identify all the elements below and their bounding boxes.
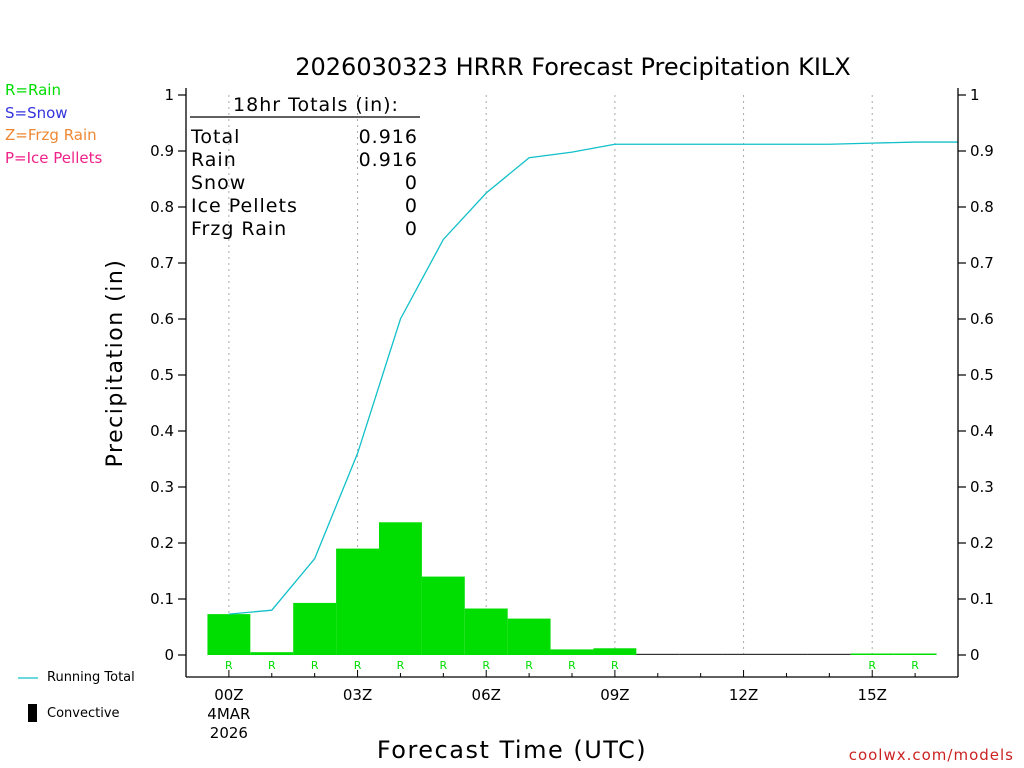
y-tick-label-right: 0 xyxy=(970,646,980,664)
precip-bar xyxy=(507,618,551,655)
y-tick-label-left: 0.4 xyxy=(150,422,174,440)
y-axis-label: Precipitation (in) xyxy=(103,259,128,468)
y-tick-label-left: 0.6 xyxy=(150,310,174,328)
y-tick-label-left: 0.5 xyxy=(150,366,174,384)
precip-bar xyxy=(550,649,594,655)
ptype-marker: R xyxy=(611,659,619,672)
grid-lines xyxy=(228,95,873,655)
precip-bar xyxy=(850,653,894,655)
precip-bar xyxy=(207,614,251,655)
precip-bar xyxy=(765,653,808,655)
precip-bar xyxy=(893,653,937,655)
y-tick-label-left: 0.9 xyxy=(150,142,174,160)
ptype-marker: R xyxy=(354,659,362,672)
totals-value: 0 xyxy=(405,195,418,217)
totals-value: 0.916 xyxy=(359,126,418,148)
precip-bar xyxy=(464,608,508,655)
running-total-series xyxy=(228,141,958,615)
totals-label: Rain xyxy=(191,149,237,171)
ptype-marker: R xyxy=(397,659,405,672)
ptype-marker: R xyxy=(311,659,319,672)
y-tick-label-left: 0.7 xyxy=(150,254,174,272)
y-tick-label-right: 0.1 xyxy=(970,590,994,608)
chart-title: 2026030323 HRRR Forecast Precipitation K… xyxy=(295,53,850,81)
y-tick-label-left: 1 xyxy=(164,86,174,104)
ptype-marker: R xyxy=(225,659,233,672)
y-tick-label-right: 0.2 xyxy=(970,534,994,552)
ptype-marker: R xyxy=(868,659,876,672)
y-tick-label-left: 0.8 xyxy=(150,198,174,216)
totals-label: Ice Pellets xyxy=(191,195,298,217)
hourly-bars xyxy=(207,522,937,655)
precip-bar xyxy=(636,653,680,655)
precip-bar xyxy=(421,576,465,655)
ptype-legend-rain: R=Rain xyxy=(5,81,61,99)
precip-bar xyxy=(336,548,379,655)
y-tick-label-right: 0.6 xyxy=(970,310,994,328)
totals-value: 0 xyxy=(405,172,418,194)
ptype-legend-ice-pellets: P=Ice Pellets xyxy=(5,149,103,167)
precip-bar xyxy=(722,653,765,655)
y-tick-label-left: 0 xyxy=(164,646,174,664)
totals-box: 18hr Totals (in): Total 0.916 Rain 0.916 Snow… xyxy=(190,94,420,240)
totals-heading: 18hr Totals (in): xyxy=(233,94,399,116)
y-tick-label-left: 0.1 xyxy=(150,590,174,608)
x-tick-label: 00Z xyxy=(214,686,243,704)
precip-bar xyxy=(593,648,637,655)
y-tick-label-right: 1 xyxy=(970,86,980,104)
y-tick-label-right: 0.4 xyxy=(970,422,994,440)
precip-bar xyxy=(250,652,294,655)
x-tick-label: 06Z xyxy=(472,686,501,704)
x-tick-label: 15Z xyxy=(858,686,887,704)
y-tick-label-right: 0.7 xyxy=(970,254,994,272)
x-tick-label: 03Z xyxy=(343,686,372,704)
y-tick-label-left: 0.2 xyxy=(150,534,174,552)
ptype-marker: R xyxy=(482,659,490,672)
totals-label: Total xyxy=(190,126,240,148)
ptype-legend-frzg-rain: Z=Frzg Rain xyxy=(5,126,97,144)
convective-legend-swatch xyxy=(28,704,37,722)
running-total-line xyxy=(228,141,958,615)
totals-label: Snow xyxy=(191,172,246,194)
watermark: coolwx.com/models xyxy=(848,746,1014,764)
x-tick-sublabel-year: 2026 xyxy=(210,724,248,742)
ptype-marker: R xyxy=(268,659,276,672)
ptype-marker: R xyxy=(568,659,576,672)
axes xyxy=(178,88,966,678)
totals-value: 0 xyxy=(405,218,418,240)
precip-bar xyxy=(293,602,337,655)
precip-bar xyxy=(679,653,723,655)
x-tick-sublabel-date: 4MAR xyxy=(207,705,250,723)
y-tick-label-right: 0.9 xyxy=(970,142,994,160)
totals-value: 0.916 xyxy=(359,149,418,171)
y-tick-label-right: 0.3 xyxy=(970,478,994,496)
ptype-marker: R xyxy=(911,659,919,672)
running-total-legend-label: Running Total xyxy=(47,670,135,685)
y-tick-label-right: 0.5 xyxy=(970,366,994,384)
precip-bar xyxy=(807,653,851,655)
ptype-legend-snow: S=Snow xyxy=(5,104,68,122)
precip-bar xyxy=(379,522,422,655)
ptype-marker: R xyxy=(525,659,533,672)
y-tick-label-right: 0.8 xyxy=(970,198,994,216)
y-tick-label-left: 0.3 xyxy=(150,478,174,496)
totals-label: Frzg Rain xyxy=(191,218,287,240)
tick-labels: 0 00.1 0.10.2 0.20.3 0.30.4 0.40.5 0.50.6 0.60.… xyxy=(150,86,994,742)
x-axis-label: Forecast Time (UTC) xyxy=(377,736,647,764)
ptype-marker: R xyxy=(440,659,448,672)
x-tick-label: 09Z xyxy=(600,686,629,704)
x-tick-label: 12Z xyxy=(729,686,758,704)
convective-legend-label: Convective xyxy=(47,706,120,721)
